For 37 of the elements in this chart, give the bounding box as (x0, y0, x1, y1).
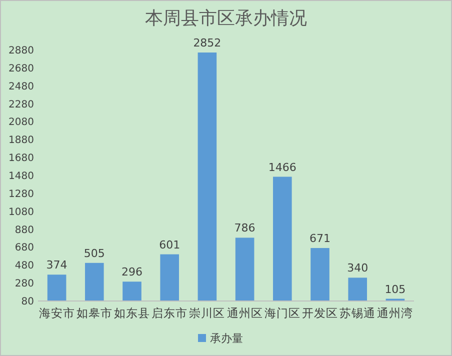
y-tick-label: 2480 (8, 81, 34, 92)
legend-label: 承办量 (210, 332, 243, 345)
data-label: 786 (234, 222, 256, 235)
data-label: 105 (384, 282, 406, 296)
data-label: 601 (159, 238, 180, 252)
data-label: 374 (46, 258, 68, 272)
y-tick-label: 2080 (8, 117, 34, 128)
y-tick-label: 1080 (8, 206, 34, 218)
y-tick-label: 1680 (8, 153, 34, 164)
y-tick-label: 480 (14, 260, 34, 272)
x-tick-label: 海门区 (264, 306, 300, 320)
data-label: 2852 (193, 36, 222, 50)
y-tick-label: 280 (14, 278, 34, 290)
y-tick-label: 2680 (8, 63, 34, 74)
y-tick-label: 880 (14, 224, 34, 236)
y-tick-label: 1280 (8, 188, 34, 200)
y-tick-label: 1880 (8, 135, 34, 146)
x-tick-label: 通州湾 (377, 306, 414, 320)
data-label: 505 (84, 246, 105, 260)
x-tick-label: 开发区 (302, 306, 338, 320)
data-label: 296 (122, 266, 142, 279)
x-tick-label: 崇川区 (189, 306, 226, 320)
x-tick-label: 如东县 (114, 306, 150, 320)
y-tick-label: 2280 (8, 99, 34, 110)
x-tick-label: 海安市 (38, 306, 75, 320)
chart-title: 本周县市区承办情况 (145, 8, 307, 29)
x-tick-label: 如皋市 (76, 306, 112, 320)
data-label: 340 (347, 262, 368, 275)
x-tick-label: 启东市 (152, 306, 188, 320)
y-tick-label: 2880 (8, 46, 34, 56)
y-tick-label: 1480 (8, 171, 34, 182)
y-tick-label: 80 (21, 296, 34, 308)
y-tick-label: 680 (14, 242, 34, 254)
x-tick-label: 苏锡通 (340, 306, 376, 320)
data-label: 1466 (268, 160, 296, 174)
data-label: 671 (310, 232, 330, 246)
x-tick-label: 通州区 (226, 306, 263, 320)
